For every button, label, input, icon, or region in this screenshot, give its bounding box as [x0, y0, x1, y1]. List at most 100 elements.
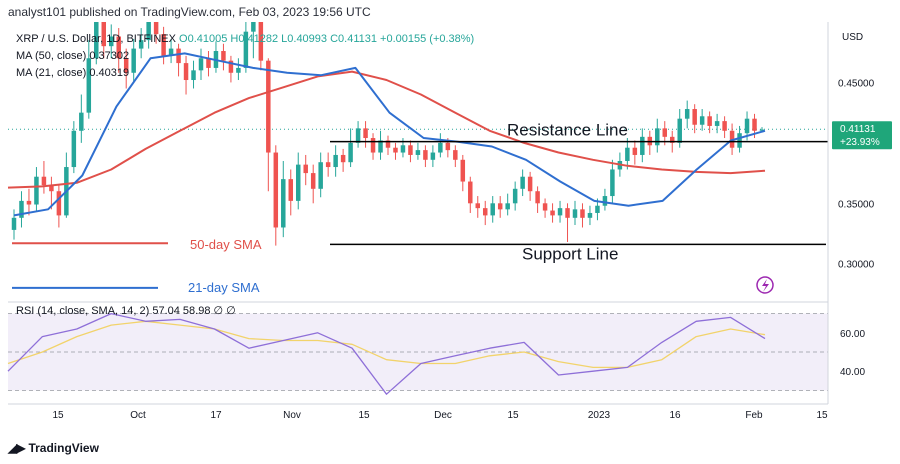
candle — [41, 161, 47, 194]
candle — [11, 209, 17, 240]
candle — [191, 60, 196, 89]
candle-body — [527, 176, 533, 192]
candle — [684, 100, 690, 129]
candle-body — [460, 159, 466, 182]
candle — [281, 161, 286, 238]
candle — [722, 116, 727, 139]
candle — [303, 154, 308, 186]
candle-body — [684, 109, 690, 119]
candle-body — [303, 164, 308, 174]
candle-body — [737, 133, 742, 148]
candle-body — [722, 121, 727, 131]
candle-body — [236, 67, 241, 73]
price-tag — [832, 121, 892, 150]
candle — [318, 152, 323, 198]
candle-body — [370, 138, 376, 153]
candle-body — [108, 36, 114, 47]
candle-body — [580, 209, 585, 218]
lightning-icon-circle — [756, 276, 774, 294]
tradingview-footer[interactable]: ◢▶ TradingView — [8, 441, 99, 455]
candle — [116, 28, 121, 73]
candle-body — [393, 147, 398, 153]
candle — [228, 55, 234, 83]
candle-body — [759, 129, 765, 131]
candle — [138, 28, 144, 59]
candle — [183, 55, 189, 95]
candle — [587, 205, 593, 226]
candle-body — [41, 176, 47, 186]
candle — [19, 191, 24, 228]
time-tick: 15 — [816, 410, 828, 421]
candle-body — [692, 109, 697, 125]
candle-body — [438, 142, 443, 153]
candle — [542, 198, 548, 218]
candle-body — [602, 196, 608, 206]
sma50-line — [7, 70, 766, 189]
candle-body — [677, 118, 682, 143]
candle — [198, 48, 204, 81]
candle — [26, 188, 32, 216]
candle-body — [699, 116, 705, 125]
candle — [288, 169, 294, 216]
candle-body — [206, 58, 211, 68]
candle-body — [415, 150, 421, 155]
candle — [86, 40, 92, 119]
time-tick: 15 — [507, 410, 519, 421]
rsi-tick: 40.00 — [840, 367, 865, 378]
candle — [430, 145, 436, 168]
candle-body — [475, 203, 481, 209]
candle-body — [550, 210, 555, 216]
candle-body — [191, 70, 196, 81]
candle-body — [400, 145, 406, 153]
candle — [378, 130, 383, 160]
candle — [692, 104, 697, 134]
candle — [580, 203, 585, 228]
change-tag-value: +23.93% — [840, 137, 880, 148]
candle-body — [572, 209, 578, 218]
candle-body — [310, 173, 316, 189]
candle-body — [183, 63, 189, 81]
candle-body — [497, 203, 503, 210]
publisher-header: analyst101 published on TradingView.com,… — [8, 5, 371, 19]
candle-body — [71, 130, 77, 168]
candle — [348, 128, 353, 168]
candle-body — [49, 185, 54, 192]
candle-body — [153, 22, 159, 35]
candle-body — [490, 203, 495, 216]
sma21-legend-label: 21-day SMA — [188, 280, 260, 295]
candle-body — [318, 162, 323, 189]
candle — [273, 145, 279, 246]
price-tick: 0.35000 — [838, 199, 875, 210]
candle-body — [752, 118, 757, 131]
price-pane[interactable]: Resistance Line Support Line 50-day SMA 21-… — [7, 22, 828, 303]
candle-body — [79, 112, 84, 131]
candle — [714, 113, 720, 134]
candle — [707, 111, 712, 134]
candle-body — [505, 203, 510, 210]
candle-body — [587, 212, 593, 218]
rsi-pane[interactable] — [7, 312, 828, 395]
candle-body — [168, 48, 174, 56]
candle — [415, 142, 421, 160]
candle-body — [116, 36, 121, 59]
candle — [34, 167, 39, 211]
candle — [737, 125, 742, 153]
price-pane-bg — [8, 22, 828, 300]
time-tick: Feb — [745, 410, 763, 421]
lightning-icon — [756, 276, 774, 294]
candle-body — [26, 200, 32, 205]
candle — [333, 145, 338, 177]
candle-body — [355, 128, 361, 143]
time-tick: 17 — [210, 410, 222, 421]
tradingview-label: TradingView — [28, 441, 99, 455]
candle — [123, 48, 129, 89]
candle — [251, 22, 256, 59]
candle-body — [86, 58, 92, 113]
candle-body — [266, 60, 271, 153]
candle-body — [610, 169, 615, 197]
candle-body — [430, 152, 436, 160]
candle-body — [161, 34, 166, 56]
chart-canvas[interactable]: Resistance Line Support Line 50-day SMA 21-… — [0, 22, 900, 442]
candle — [610, 159, 615, 204]
candle — [572, 200, 578, 226]
